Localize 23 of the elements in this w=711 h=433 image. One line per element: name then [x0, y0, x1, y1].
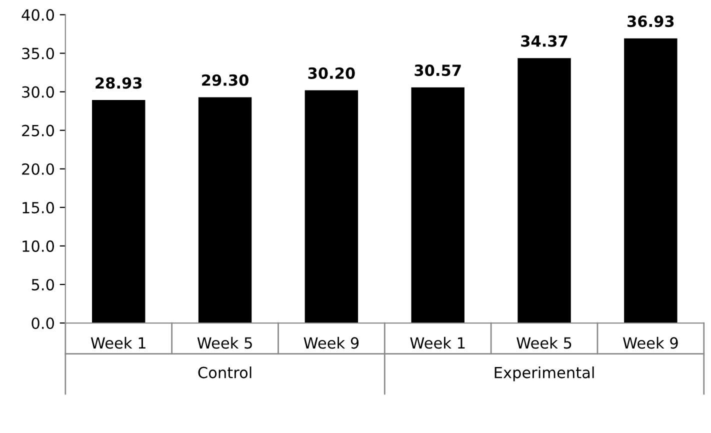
data-label: 29.30: [202, 74, 248, 86]
y-tick-label: 40.0: [22, 9, 54, 21]
y-tick-label: 35.0: [22, 48, 54, 60]
x-tick-label: Week 1: [90, 336, 146, 349]
text: Control: [198, 366, 252, 378]
data-label: 28.93: [96, 77, 142, 89]
data-label: 30.57: [414, 64, 461, 76]
y-tick-label: 30.0: [22, 86, 54, 98]
x-tick-label: Week 9: [304, 336, 359, 349]
x-tick-label: Week 1: [410, 336, 465, 349]
y-tick-label: 15.0: [22, 202, 54, 214]
data-label: 30.20: [308, 67, 355, 79]
y-tick-label: 0.0: [32, 317, 54, 330]
data-label: 36.93: [628, 16, 674, 28]
y-tick-label: 20.0: [22, 163, 54, 175]
x-tick-label: Week 9: [622, 336, 678, 349]
x-tick-label: Week 5: [516, 336, 572, 349]
data-label: 34.37: [521, 35, 568, 47]
x-tick-label: Week 5: [197, 336, 252, 349]
y-tick-label: 5.0: [32, 278, 54, 291]
text: Experimental: [494, 366, 594, 382]
y-tick-label: 10.0: [22, 240, 54, 252]
y-tick-label: 25.0: [22, 124, 54, 136]
